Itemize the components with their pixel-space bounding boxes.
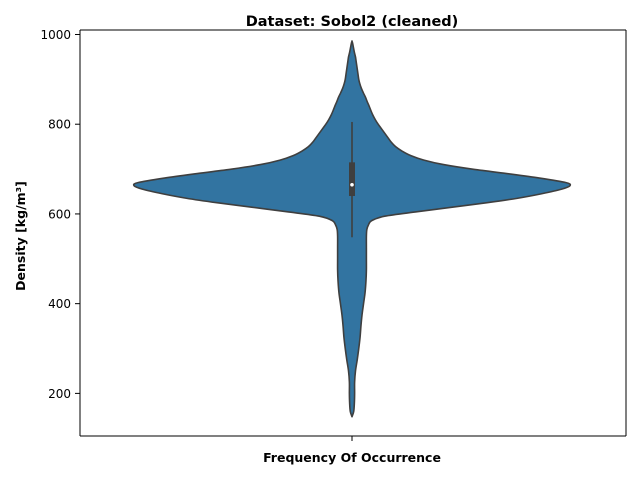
- median-marker: [350, 182, 354, 187]
- box-layer: [349, 121, 355, 238]
- chart-title: Dataset: Sobol2 (cleaned): [246, 14, 459, 30]
- y-tick-label: 800: [48, 118, 71, 132]
- y-axis-ticks: 200 400 600 800 1000: [40, 28, 80, 401]
- axes-frame: [79, 29, 627, 441]
- y-axis-label: Density [kg/m³]: [13, 181, 28, 291]
- iqr-box: [349, 162, 355, 196]
- y-tick-label: 1000: [40, 28, 71, 42]
- y-tick-label: 400: [48, 297, 71, 311]
- x-axis-label: Frequency Of Occurrence: [263, 450, 441, 465]
- y-tick-label: 200: [48, 387, 71, 401]
- y-tick-label: 600: [48, 207, 71, 221]
